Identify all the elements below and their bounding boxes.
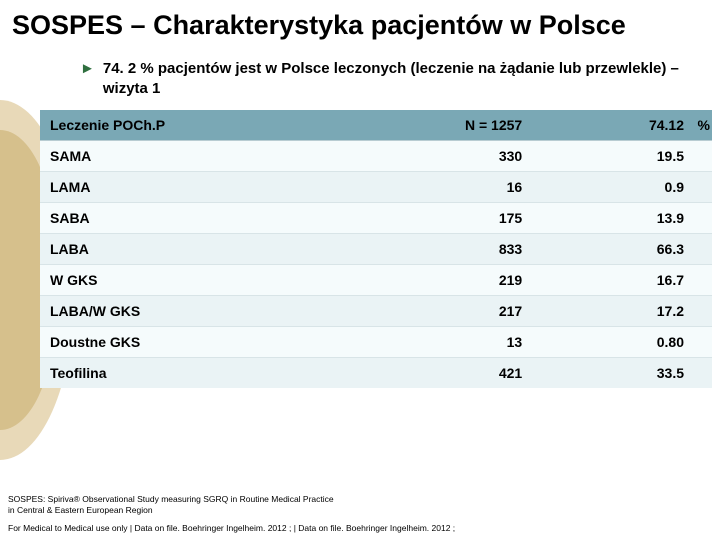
footer-ref-line2: in Central & Eastern European Region bbox=[8, 505, 712, 516]
row-n: 330 bbox=[339, 141, 550, 172]
row-pct: 19.5 bbox=[550, 141, 712, 172]
header-n: N = 1257 bbox=[339, 110, 550, 141]
row-n: 175 bbox=[339, 203, 550, 234]
row-pct: 66.3 bbox=[550, 234, 712, 265]
row-label: SAMA bbox=[40, 141, 339, 172]
bullet-text: 74. 2 % pacjentów jest w Polsce leczonyc… bbox=[103, 59, 700, 98]
row-label: LAMA bbox=[40, 172, 339, 203]
row-pct: 13.9 bbox=[550, 203, 712, 234]
treatment-table: Leczenie POCh.P N = 1257 74.12 SAMA 330 … bbox=[40, 110, 712, 388]
row-pct: 0.9 bbox=[550, 172, 712, 203]
row-label: SABA bbox=[40, 203, 339, 234]
table-row: W GKS 219 16.7 bbox=[40, 265, 712, 296]
footer: SOSPES: Spiriva® Observational Study mea… bbox=[8, 494, 712, 534]
table-container: % Leczenie POCh.P N = 1257 74.12 SAMA 33… bbox=[40, 110, 712, 388]
row-pct: 33.5 bbox=[550, 358, 712, 389]
row-pct: 0.80 bbox=[550, 327, 712, 358]
table-header-row: Leczenie POCh.P N = 1257 74.12 bbox=[40, 110, 712, 141]
table-row: LABA 833 66.3 bbox=[40, 234, 712, 265]
table-row: SABA 175 13.9 bbox=[40, 203, 712, 234]
header-pct: 74.12 bbox=[550, 110, 712, 141]
table-row: LAMA 16 0.9 bbox=[40, 172, 712, 203]
row-label: Doustne GKS bbox=[40, 327, 339, 358]
table-row: Doustne GKS 13 0.80 bbox=[40, 327, 712, 358]
row-label: LABA bbox=[40, 234, 339, 265]
row-n: 217 bbox=[339, 296, 550, 327]
table-row: Teofilina 421 33.5 bbox=[40, 358, 712, 389]
footer-ref-line1: SOSPES: Spiriva® Observational Study mea… bbox=[8, 494, 712, 505]
row-n: 421 bbox=[339, 358, 550, 389]
header-pct-suffix: % bbox=[698, 117, 710, 133]
row-label: LABA/W GKS bbox=[40, 296, 339, 327]
table-row: SAMA 330 19.5 bbox=[40, 141, 712, 172]
row-n: 13 bbox=[339, 327, 550, 358]
header-label: Leczenie POCh.P bbox=[40, 110, 339, 141]
table-row: LABA/W GKS 217 17.2 bbox=[40, 296, 712, 327]
row-pct: 17.2 bbox=[550, 296, 712, 327]
row-n: 219 bbox=[339, 265, 550, 296]
page-title: SOSPES – Charakterystyka pacjentów w Pol… bbox=[0, 0, 720, 45]
row-pct: 16.7 bbox=[550, 265, 712, 296]
footer-ref-line3: For Medical to Medical use only | Data o… bbox=[8, 523, 712, 534]
bullet-arrow-icon: ► bbox=[80, 59, 95, 79]
row-n: 833 bbox=[339, 234, 550, 265]
row-label: W GKS bbox=[40, 265, 339, 296]
bullet-row: ► 74. 2 % pacjentów jest w Polsce leczon… bbox=[0, 45, 720, 108]
row-n: 16 bbox=[339, 172, 550, 203]
row-label: Teofilina bbox=[40, 358, 339, 389]
